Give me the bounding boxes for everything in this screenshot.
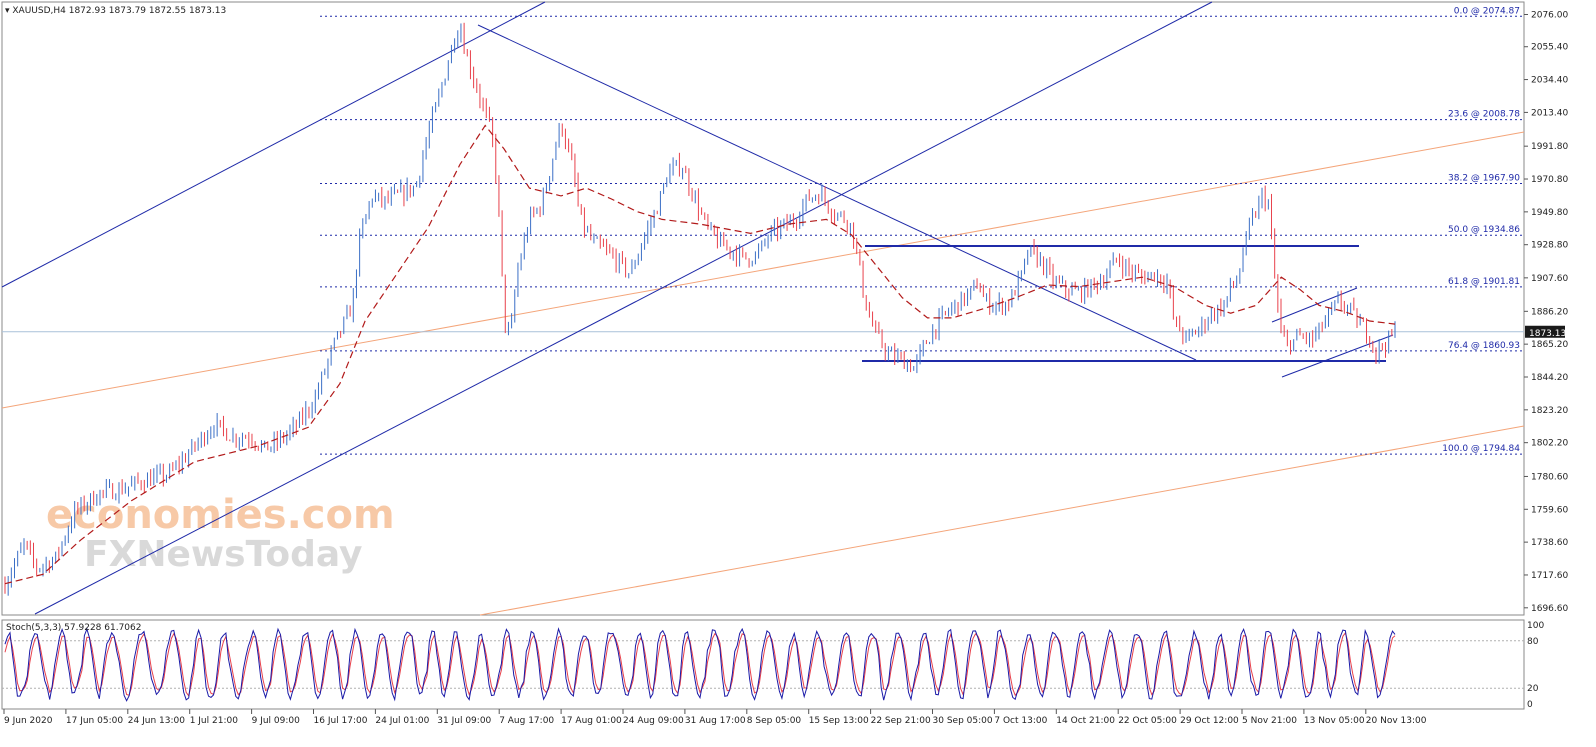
- price-axis-label: 1823.20: [1531, 406, 1568, 416]
- stoch-axis-label: 20: [1527, 684, 1539, 694]
- time-axis-label: 16 Jul 17:00: [314, 716, 368, 726]
- time-axis-label: 7 Oct 13:00: [994, 716, 1047, 726]
- price-axis-label: 1970.80: [1531, 175, 1568, 185]
- price-axis-label: 1991.80: [1531, 142, 1568, 152]
- time-axis-label: 17 Jun 05:00: [66, 716, 123, 726]
- time-axis-label: 9 Jun 2020: [4, 716, 53, 726]
- stoch-axis-label: 100: [1527, 621, 1544, 631]
- stoch-axis-label: 0: [1527, 700, 1533, 710]
- trendline-lower-channel: [34, 1, 1213, 615]
- time-axis-label: 15 Sep 13:00: [809, 716, 869, 726]
- price-axis-label: 1717.60: [1531, 571, 1568, 581]
- fib-level-label: 100.0 @ 1794.84: [1442, 444, 1520, 454]
- fib-level-label: 23.6 @ 2008.78: [1448, 110, 1520, 120]
- price-axis-label: 1780.60: [1531, 472, 1568, 482]
- price-axis-label: 2055.40: [1531, 43, 1568, 53]
- time-axis-label: 14 Oct 21:00: [1056, 716, 1115, 726]
- stoch-axis-label: 80: [1527, 637, 1539, 647]
- time-axis-label: 24 Aug 09:00: [623, 716, 684, 726]
- current-price-tag: [1525, 325, 1565, 338]
- watermark-economies: economies.com: [46, 492, 395, 538]
- watermark-fxnewstoday: FXNewsToday: [84, 534, 363, 575]
- orange-channel-upper: [1, 131, 1525, 409]
- price-axis-label: 1886.20: [1531, 307, 1568, 317]
- price-axis-label: 2076.00: [1531, 11, 1568, 21]
- symbol-header-label: ▾ XAUUSD,H4 1872.93 1873.79 1872.55 1873…: [5, 6, 226, 16]
- time-axis-label: 31 Aug 17:00: [685, 716, 746, 726]
- price-axis-label: 1907.60: [1531, 274, 1568, 284]
- stoch-main-line: [4, 627, 1396, 702]
- time-axis-label: 20 Nov 13:00: [1366, 716, 1427, 726]
- fib-level-label: 0.0 @ 2074.87: [1454, 6, 1520, 16]
- trendline-descending: [477, 24, 1197, 361]
- fib-level-label: 61.8 @ 1901.81: [1448, 277, 1520, 287]
- price-axis-label: 1696.60: [1531, 604, 1568, 614]
- stoch-signal-line: [4, 631, 1396, 697]
- price-axis-label: 1802.20: [1531, 439, 1568, 449]
- time-axis-label: 17 Aug 01:00: [561, 716, 622, 726]
- fib-level-label: 50.0 @ 1934.86: [1448, 225, 1520, 235]
- time-axis-label: 8 Sep 05:00: [747, 716, 802, 726]
- price-axis-label: 1928.80: [1531, 241, 1568, 251]
- fib-level-label: 76.4 @ 1860.93: [1448, 341, 1520, 351]
- price-axis-label: 2013.40: [1531, 108, 1568, 118]
- time-axis-label: 22 Oct 05:00: [1118, 716, 1177, 726]
- fib-level-label: 38.2 @ 1967.90: [1448, 174, 1520, 184]
- time-axis-label: 7 Aug 17:00: [499, 716, 554, 726]
- time-axis-label: 24 Jul 01:00: [375, 716, 429, 726]
- time-axis-label: 24 Jun 13:00: [128, 716, 185, 726]
- flag-lower-line: [1281, 334, 1394, 378]
- time-axis-label: 29 Oct 12:00: [1180, 716, 1239, 726]
- price-axis-label: 1865.20: [1531, 340, 1568, 350]
- price-axis-label: 1949.80: [1531, 208, 1568, 218]
- time-axis-label: 9 Jul 09:00: [252, 716, 301, 726]
- orange-channel-lower: [479, 425, 1525, 616]
- time-axis-label: 1 Jul 21:00: [190, 716, 239, 726]
- current-price-label: 1873.13: [1529, 329, 1566, 339]
- price-axis-label: 2034.40: [1531, 76, 1568, 86]
- moving-average-line: [4, 124, 1396, 585]
- time-axis-label: 30 Sep 05:00: [933, 716, 993, 726]
- price-axis-label: 1759.60: [1531, 505, 1568, 515]
- time-axis-label: 22 Sep 21:00: [871, 716, 931, 726]
- price-axis-label: 1738.60: [1531, 538, 1568, 548]
- time-axis-label: 5 Nov 21:00: [1242, 716, 1297, 726]
- time-axis-label: 31 Jul 09:00: [437, 716, 491, 726]
- stoch-indicator-label: Stoch(5,3,3) 57.9228 61.7062: [6, 623, 141, 633]
- time-axis-label: 13 Nov 05:00: [1304, 716, 1365, 726]
- flag-upper-line: [1271, 287, 1358, 323]
- price-axis-label: 1844.20: [1531, 373, 1568, 383]
